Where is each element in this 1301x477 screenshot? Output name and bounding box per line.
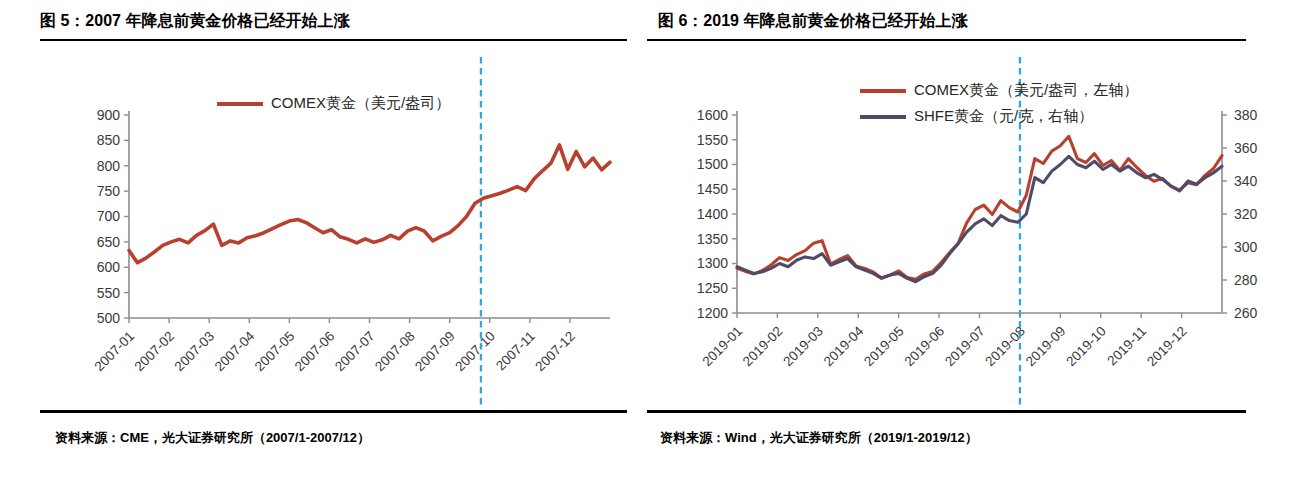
y-tick-label-right: 300: [1234, 239, 1258, 255]
y-tick-label: 650: [97, 234, 121, 250]
y-tick-label: 1200: [697, 305, 728, 321]
x-tick-label: 2019-12: [1144, 324, 1190, 370]
x-tick-label: 2007-07: [332, 329, 378, 375]
figure-6-panel: 图 6：2019 年降息前黄金价格已经开始上涨 1200 1250 1300 1350…: [647, 0, 1246, 477]
legend-2007: COMEX黄金（美元/盎司）: [217, 94, 450, 113]
y-tick-label: 900: [97, 107, 121, 123]
figure-5-panel: 图 5：2007 年降息前黄金价格已经开始上涨 500 550 600 650 700 7…: [40, 0, 627, 477]
y-tick-label: 850: [97, 132, 121, 148]
x-tick-label: 2007-03: [172, 329, 218, 375]
x-tick-label: 2007-11: [493, 329, 538, 374]
y-tick-label: 600: [97, 259, 121, 275]
x-tick-label: 2019-02: [740, 324, 786, 370]
x-tick-label: 2019-09: [1023, 324, 1069, 370]
y-tick-label: 1600: [697, 107, 728, 123]
y-tick-label: 800: [97, 158, 121, 174]
x-tick-label: 2007-10: [452, 329, 498, 375]
legend-swatch-shfe-2019: [860, 115, 906, 119]
x-tick-label: 2019-11: [1104, 324, 1149, 369]
y-tick-label: 1250: [697, 280, 728, 296]
legend-2019: COMEX黄金（美元/盎司，左轴） SHFE黄金（元/克，右轴）: [860, 81, 1138, 126]
y-tick-label-right: 360: [1234, 140, 1258, 156]
figure-5-divider: [40, 410, 627, 413]
x-tick-label: 2019-05: [861, 324, 907, 370]
figure-5-source-note: 资料来源：CME，光大证券研究所（2007/1-2007/12）: [55, 429, 370, 447]
legend-item-comex-2019: COMEX黄金（美元/盎司，左轴）: [860, 81, 1138, 100]
figure-5-title: 图 5：2007 年降息前黄金价格已经开始上涨: [40, 11, 627, 41]
x-tick-label: 2007-04: [212, 328, 258, 374]
x-tick-label: 2019-08: [982, 324, 1028, 370]
y-tick-label-right: 280: [1234, 272, 1258, 288]
legend-item-shfe-2019: SHFE黄金（元/克，右轴）: [860, 107, 1138, 126]
y-tick-label: 1550: [697, 132, 728, 148]
y-tick-label: 550: [97, 285, 121, 301]
y-tick-label: 1300: [697, 255, 728, 271]
y-tick-label-right: 380: [1234, 107, 1258, 123]
x-tick-label: 2019-10: [1063, 324, 1109, 370]
x-tick-label: 2019-01: [699, 324, 745, 370]
y-tick-label: 1400: [697, 206, 728, 222]
legend-label-comex-2007: COMEX黄金（美元/盎司）: [271, 94, 450, 113]
y-tick-label: 1500: [697, 156, 728, 172]
y-tick-label-right: 260: [1234, 305, 1258, 321]
y-tick-label: 1350: [697, 231, 728, 247]
legend-swatch-comex-2019: [860, 89, 906, 93]
y-tick-label: 1450: [697, 181, 728, 197]
figure-6-divider: [647, 410, 1246, 413]
x-tick-label: 2007-02: [132, 329, 178, 375]
y-tick-label: 500: [97, 310, 121, 326]
x-tick-label: 2019-04: [821, 323, 867, 369]
series-line-0: [129, 145, 610, 263]
x-tick-label: 2019-07: [942, 324, 988, 370]
y-tick-label-right: 340: [1234, 173, 1258, 189]
y-tick-label: 750: [97, 183, 121, 199]
series-line-1: [737, 156, 1222, 281]
x-tick-label: 2019-03: [780, 324, 826, 370]
x-tick-label: 2019-06: [902, 324, 948, 370]
x-tick-label: 2007-06: [292, 329, 338, 375]
y-tick-label-right: 320: [1234, 206, 1258, 222]
legend-item-comex-2007: COMEX黄金（美元/盎司）: [217, 94, 450, 113]
legend-swatch-comex-2007: [217, 102, 263, 106]
x-tick-label: 2007-01: [91, 329, 137, 375]
figure-6-source-note: 资料来源：Wind，光大证券研究所（2019/1-2019/12）: [660, 429, 978, 447]
figure-6-title: 图 6：2019 年降息前黄金价格已经开始上涨: [647, 11, 1246, 41]
legend-label-shfe-2019: SHFE黄金（元/克，右轴）: [914, 107, 1093, 126]
x-tick-label: 2007-08: [372, 329, 418, 375]
x-tick-label: 2007-09: [412, 329, 458, 375]
y-tick-label: 700: [97, 208, 121, 224]
x-tick-label: 2007-12: [532, 329, 578, 375]
x-tick-label: 2007-05: [252, 329, 298, 375]
legend-label-comex-2019: COMEX黄金（美元/盎司，左轴）: [914, 81, 1138, 100]
